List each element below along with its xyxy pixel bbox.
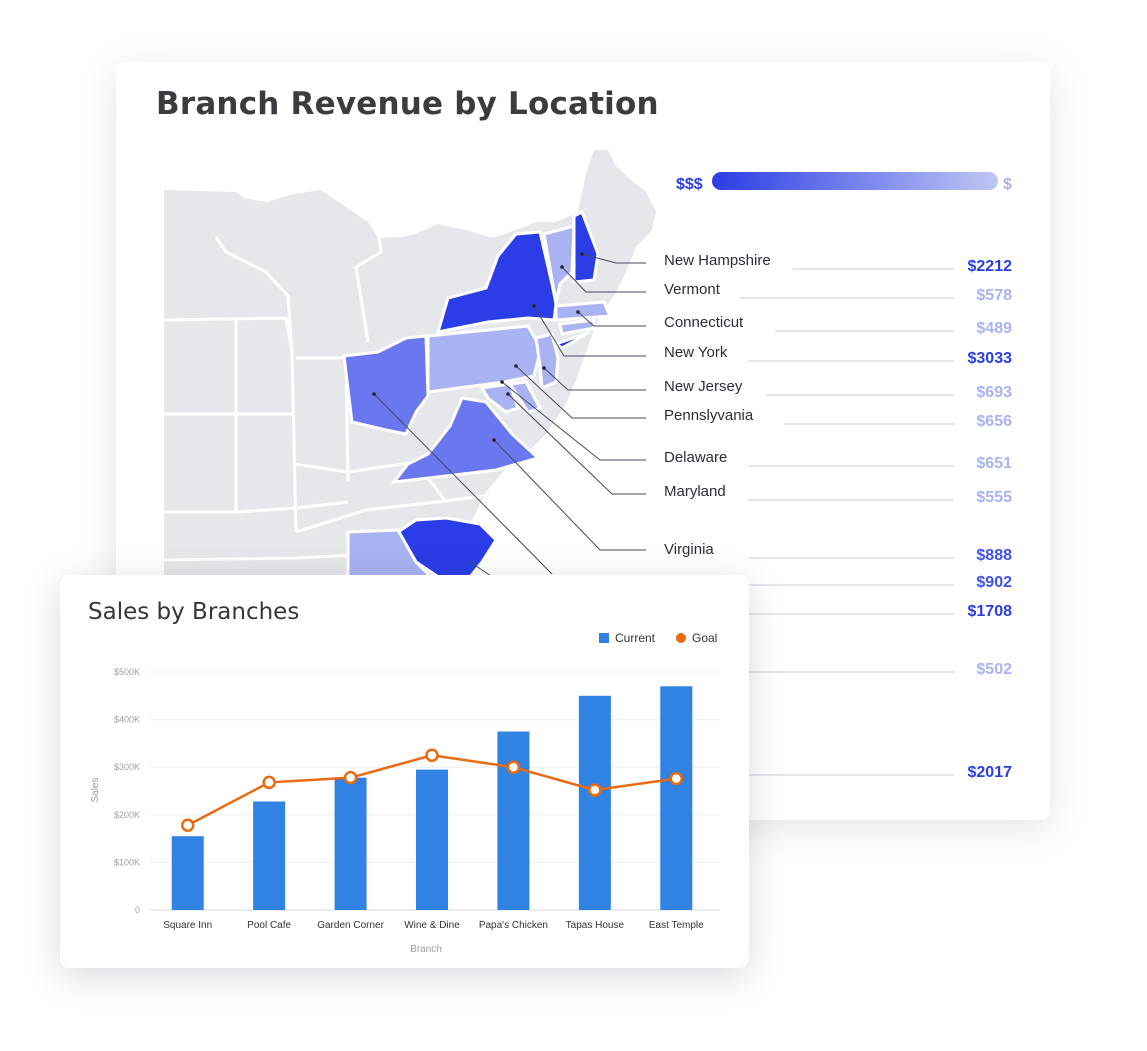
map-highlighted-states — [342, 209, 613, 584]
location-value: $1708 — [968, 603, 1013, 620]
location-label: New Hampshire — [664, 252, 771, 269]
legend-item-goal: Goal — [676, 631, 717, 645]
y-tick-label: $500K — [114, 667, 140, 677]
location-row: Virginia $888 — [664, 541, 1012, 564]
legend-swatch — [676, 633, 686, 643]
legend-swatch — [599, 633, 609, 643]
location-value: $502 — [976, 661, 1012, 678]
map-graphic: $$$ $ New Hampshire $2212 Vermont $578 Conne… — [163, 150, 1012, 781]
location-label: Vermont — [664, 281, 721, 298]
y-axis: 0 $100K $200K $300K $400K $500K — [114, 667, 140, 915]
location-list: New Hampshire $2212 Vermont $578 Connecticut… — [664, 252, 1012, 781]
bar-current — [334, 777, 367, 910]
legend-label: Goal — [692, 631, 717, 645]
goal-point — [343, 770, 358, 785]
bar-current — [253, 801, 286, 910]
x-tick-label: Pool Cafe — [247, 920, 291, 931]
y-tick-label: $200K — [114, 810, 140, 820]
goal-point — [425, 748, 439, 763]
location-value: $578 — [976, 287, 1012, 304]
x-tick-label: East Temple — [649, 920, 704, 931]
bar-current — [660, 686, 693, 910]
legend-label: Current — [615, 631, 656, 645]
bar-current — [497, 731, 530, 910]
legend-item-current: Current — [599, 631, 656, 645]
goal-point — [262, 775, 276, 790]
y-tick-label: $100K — [114, 857, 140, 867]
x-tick-label: Papa's Chicken — [479, 920, 548, 931]
location-row: Maryland $555 — [664, 483, 1012, 506]
location-label: Maryland — [664, 483, 726, 500]
location-row: New Hampshire $2212 — [664, 252, 1012, 275]
location-value: $656 — [976, 413, 1012, 430]
location-row: New York $3033 — [664, 344, 1012, 367]
location-label: New Jersey — [664, 378, 743, 395]
location-label: New York — [664, 344, 728, 361]
sales-title: Sales by Branches — [88, 599, 300, 625]
x-axis-label: Branch — [410, 944, 442, 955]
location-label: Virginia — [664, 541, 714, 558]
location-value: $651 — [976, 455, 1012, 472]
location-value: $888 — [976, 547, 1012, 564]
x-tick-label: Garden Corner — [317, 920, 384, 931]
location-label: Delaware — [664, 449, 727, 466]
sales-card: Sales by Branches 0 $100K $200K $300K $400K $… — [60, 575, 749, 968]
map-connector-dots — [372, 252, 584, 442]
bar-current — [578, 695, 611, 910]
goal-series — [180, 748, 684, 833]
location-row: Vermont $578 — [664, 281, 1012, 304]
scale-gradient-bar — [712, 172, 998, 190]
sales-chart: 0 $100K $200K $300K $400K $500K Square Inn Poo… — [90, 631, 720, 955]
x-tick-label: Tapas House — [566, 920, 625, 931]
goal-point — [180, 818, 195, 833]
x-axis: Square Inn Pool Cafe Garden Corner Wine & D… — [163, 920, 704, 931]
chart-legend: Current Goal — [599, 631, 717, 645]
location-label: Pennslyvania — [664, 407, 754, 424]
location-value: $2212 — [968, 258, 1013, 275]
y-tick-label: $400K — [114, 715, 140, 725]
location-row: Delaware $651 — [664, 449, 1012, 472]
location-row: New Jersey $693 — [664, 378, 1012, 401]
goal-point — [506, 760, 521, 774]
location-row: Connecticut $489 — [664, 314, 1012, 337]
y-tick-label: $300K — [114, 762, 140, 772]
x-tick-label: Wine & Dine — [404, 920, 460, 931]
location-value: $2017 — [968, 764, 1013, 781]
y-tick-label: 0 — [135, 905, 140, 915]
bar-current — [171, 836, 204, 910]
scale-low-label: $ — [1003, 176, 1012, 193]
bar-series — [171, 686, 693, 910]
x-tick-label: Square Inn — [163, 920, 212, 931]
scale-high-label: $$$ — [676, 176, 703, 193]
location-value: $693 — [976, 384, 1012, 401]
y-axis-label: Sales — [90, 777, 101, 802]
location-value: $3033 — [968, 350, 1013, 367]
map-title: Branch Revenue by Location — [156, 86, 659, 122]
location-value: $555 — [976, 489, 1012, 506]
map-connector-lines — [373, 253, 646, 583]
bar-current — [416, 769, 448, 910]
location-label: Connecticut — [664, 314, 744, 331]
goal-point — [588, 783, 602, 797]
location-value: $489 — [976, 320, 1012, 337]
location-value: $902 — [976, 574, 1012, 591]
location-row: Pennslyvania $656 — [664, 407, 1012, 430]
goal-point — [669, 771, 684, 786]
